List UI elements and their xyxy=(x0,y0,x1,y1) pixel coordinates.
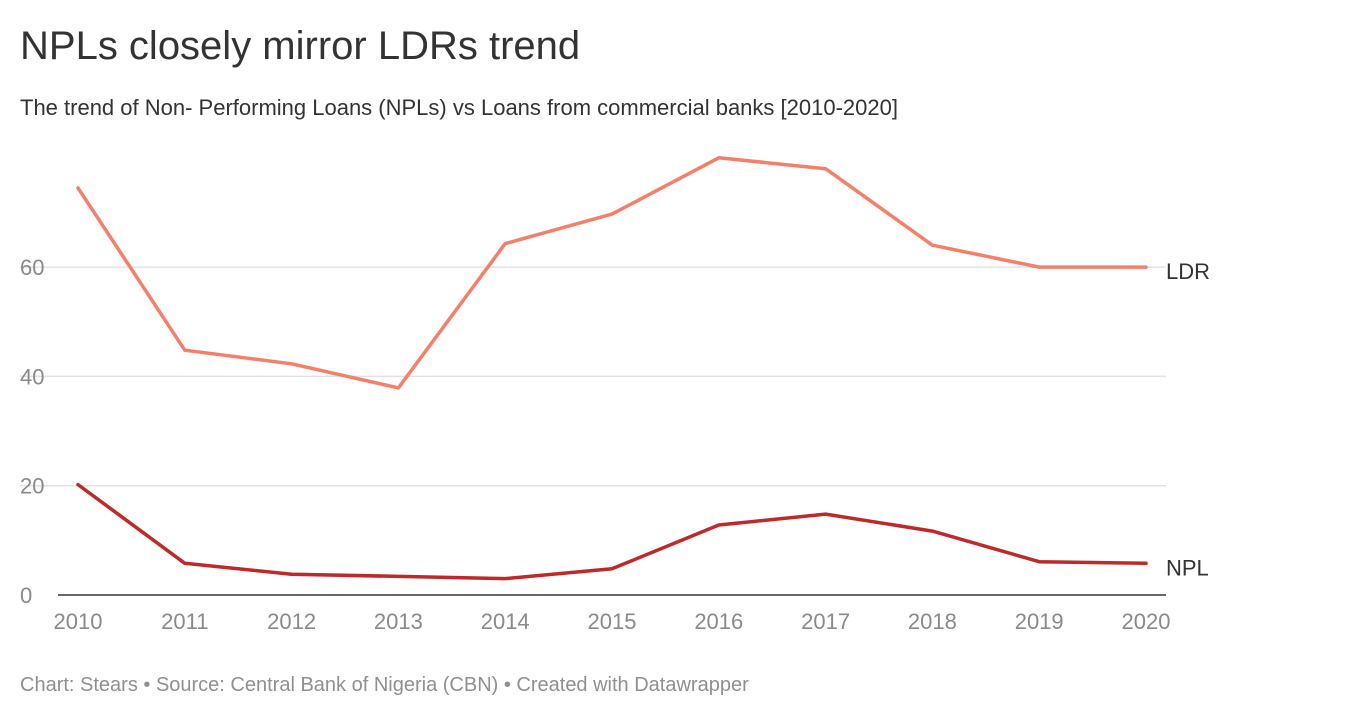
chart-subtitle: The trend of Non- Performing Loans (NPLs… xyxy=(20,95,898,120)
x-tick-label: 2015 xyxy=(588,609,637,634)
series-line-ldr xyxy=(76,156,1148,390)
x-tick-label: 2014 xyxy=(481,609,530,634)
x-tick-label: 2013 xyxy=(374,609,423,634)
series-label-ldr: LDR xyxy=(1166,259,1210,284)
series-line-npl xyxy=(76,482,1148,581)
x-tick-label: 2011 xyxy=(161,609,208,634)
x-tick-label: 2012 xyxy=(267,609,316,634)
y-axis-ticks: 0 20 40 60 xyxy=(20,255,44,608)
x-tick-label: 2010 xyxy=(54,609,103,634)
y-tick-label: 40 xyxy=(20,364,44,389)
x-axis-ticks: 2010 2011 2012 2013 2014 2015 2016 2017 2018 2019… xyxy=(54,609,1171,634)
y-tick-label: 20 xyxy=(20,474,44,499)
y-tick-label: 60 xyxy=(20,255,44,280)
x-tick-label: 2019 xyxy=(1015,609,1064,634)
chart-footer-credit: Chart: Stears • Source: Central Bank of … xyxy=(20,674,749,696)
chart-title: NPLs closely mirror LDRs trend xyxy=(20,24,581,68)
x-tick-label: 2017 xyxy=(801,609,850,634)
x-tick-label: 2020 xyxy=(1122,609,1171,634)
x-tick-label: 2018 xyxy=(908,609,957,634)
x-tick-label: 2016 xyxy=(694,609,743,634)
series-lines xyxy=(76,156,1148,581)
series-labels: LDR NPL xyxy=(1166,259,1210,580)
series-label-npl: NPL xyxy=(1166,555,1209,580)
y-tick-label: 0 xyxy=(20,583,32,608)
gridlines xyxy=(20,266,1166,487)
line-chart: 0 20 40 60 2010 2011 2012 2013 2014 2015 2016 2017… xyxy=(20,156,1210,634)
